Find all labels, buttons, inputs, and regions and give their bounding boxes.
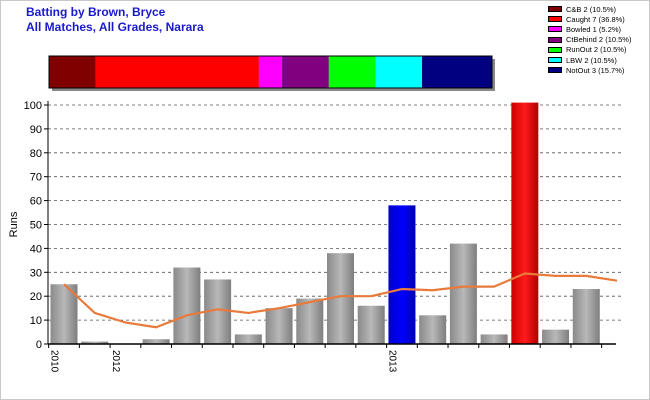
y-tick-label: 40 [30, 243, 42, 255]
chart-subtitle: All Matches, All Grades, Narara [26, 20, 204, 34]
legend-swatch [548, 46, 562, 53]
y-tick-label: 30 [30, 267, 42, 279]
y-tick-label: 50 [30, 220, 42, 232]
y-tick-label: 0 [36, 339, 42, 351]
legend-swatch [548, 6, 562, 13]
legend: C&B 2 (10.5%) Caught 7 (36.8%) Bowled 1 (5… [548, 4, 631, 75]
innings-bar [449, 243, 477, 344]
dismissal-segment [422, 56, 492, 88]
x-year-label: 2012 [110, 350, 121, 373]
legend-item: Bowled 1 (5.2%) [548, 24, 631, 34]
innings-bar [542, 329, 570, 344]
innings-bar [572, 289, 600, 344]
legend-label: LBW 2 (10.5%) [566, 55, 617, 65]
x-year-label: 2010 [49, 350, 60, 373]
legend-item: C&B 2 (10.5%) [548, 4, 631, 14]
legend-swatch [548, 36, 562, 43]
dismissal-segment [258, 56, 283, 88]
legend-label: NotOut 3 (15.7%) [566, 65, 625, 75]
chart-title: Batting by Brown, Bryce [26, 5, 166, 19]
y-axis-label: Runs [8, 211, 20, 237]
legend-swatch [548, 57, 562, 64]
innings-bar [296, 298, 324, 344]
legend-label: Caught 7 (36.8%) [566, 14, 625, 24]
legend-label: RunOut 2 (10.5%) [566, 45, 627, 55]
innings-bar [173, 267, 201, 344]
innings-bar [480, 334, 508, 344]
y-tick-label: 60 [30, 196, 42, 208]
innings-bar [265, 308, 293, 344]
legend-item: NotOut 3 (15.7%) [548, 65, 631, 75]
innings-bar [50, 284, 78, 344]
innings-bar [388, 205, 416, 344]
y-tick-label: 70 [30, 172, 42, 184]
legend-label: C&B 2 (10.5%) [566, 4, 617, 14]
y-tick-label: 20 [30, 291, 42, 303]
legend-item: RunOut 2 (10.5%) [548, 45, 631, 55]
dismissal-bar-outline [48, 55, 493, 89]
legend-swatch [548, 67, 562, 74]
legend-swatch [548, 16, 562, 23]
dismissal-segment [49, 56, 96, 88]
y-tick-label: 10 [30, 315, 42, 327]
y-tick-label: 90 [30, 124, 42, 136]
x-year-label: 2013 [387, 350, 398, 373]
innings-bar [234, 334, 262, 344]
legend-item: LBW 2 (10.5%) [548, 55, 631, 65]
legend-swatch [548, 26, 562, 33]
legend-label: Bowled 1 (5.2%) [566, 24, 622, 34]
dismissal-segment [375, 56, 423, 88]
dismissal-segment [328, 56, 376, 88]
innings-bar [357, 305, 385, 344]
legend-label: CtBehind 2 (10.5%) [566, 35, 632, 45]
average-line [63, 272, 618, 329]
legend-item: Caught 7 (36.8%) [548, 14, 631, 24]
innings-bar [419, 315, 447, 344]
innings-bar [511, 102, 539, 344]
dismissal-segment [282, 56, 329, 88]
y-tick-label: 80 [30, 148, 42, 160]
legend-item: CtBehind 2 (10.5%) [548, 35, 631, 45]
dismissal-segment [95, 56, 259, 88]
innings-bar [81, 341, 109, 344]
innings-bar [142, 339, 170, 344]
y-tick-label: 100 [24, 100, 42, 112]
